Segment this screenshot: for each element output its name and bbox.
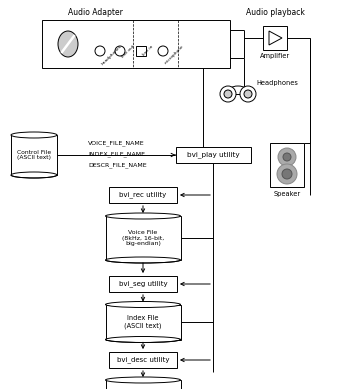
Text: Control File
(ASCII text): Control File (ASCII text) [17, 150, 51, 160]
Text: Amplifier: Amplifier [260, 53, 290, 59]
Text: Voice File
(8kHz, 16-bit,
big-endian): Voice File (8kHz, 16-bit, big-endian) [122, 230, 164, 246]
Text: INDEX_FILE_NAME: INDEX_FILE_NAME [88, 151, 145, 157]
Text: Audio Adapter: Audio Adapter [67, 8, 122, 17]
Circle shape [283, 153, 291, 161]
Text: Index File
(ASCII text): Index File (ASCII text) [124, 315, 162, 329]
Text: headphones: headphones [101, 44, 123, 66]
Circle shape [115, 46, 125, 56]
Ellipse shape [106, 257, 180, 263]
Circle shape [278, 148, 296, 166]
Text: line out: line out [121, 44, 136, 58]
Bar [106, 305, 180, 340]
Ellipse shape [106, 377, 180, 383]
Text: line in: line in [142, 44, 154, 56]
Text: bvi_rec utility: bvi_rec utility [119, 192, 167, 198]
Ellipse shape [11, 132, 57, 138]
Circle shape [224, 90, 232, 98]
Text: Headphones: Headphones [256, 80, 298, 86]
Text: bvi_desc utility: bvi_desc utility [117, 357, 169, 363]
Bar [109, 276, 177, 292]
Circle shape [95, 46, 105, 56]
Circle shape [240, 86, 256, 102]
Bar [136, 46, 146, 56]
Bar [11, 135, 57, 175]
Text: microphone: microphone [164, 44, 185, 65]
Bar [106, 380, 180, 389]
Ellipse shape [106, 336, 180, 342]
Circle shape [220, 86, 236, 102]
Bar [109, 352, 177, 368]
Polygon shape [269, 31, 282, 45]
Text: VOICE_FILE_NAME: VOICE_FILE_NAME [88, 140, 145, 146]
Ellipse shape [11, 172, 57, 178]
Text: bvi_play utility: bvi_play utility [187, 152, 239, 158]
Bar [42, 20, 230, 68]
Text: DESCR_FILE_NAME: DESCR_FILE_NAME [88, 162, 146, 168]
Text: bvi_seg utility: bvi_seg utility [119, 280, 167, 287]
Text: Speaker: Speaker [274, 191, 300, 197]
Bar [270, 143, 304, 187]
Bar [175, 147, 251, 163]
Circle shape [244, 90, 252, 98]
Bar [263, 26, 287, 50]
Ellipse shape [106, 213, 180, 219]
Text: Audio playback: Audio playback [246, 8, 304, 17]
Circle shape [277, 164, 297, 184]
Bar [109, 187, 177, 203]
Circle shape [282, 169, 292, 179]
Ellipse shape [58, 31, 78, 57]
Circle shape [158, 46, 168, 56]
Ellipse shape [106, 301, 180, 307]
Bar [106, 216, 180, 260]
